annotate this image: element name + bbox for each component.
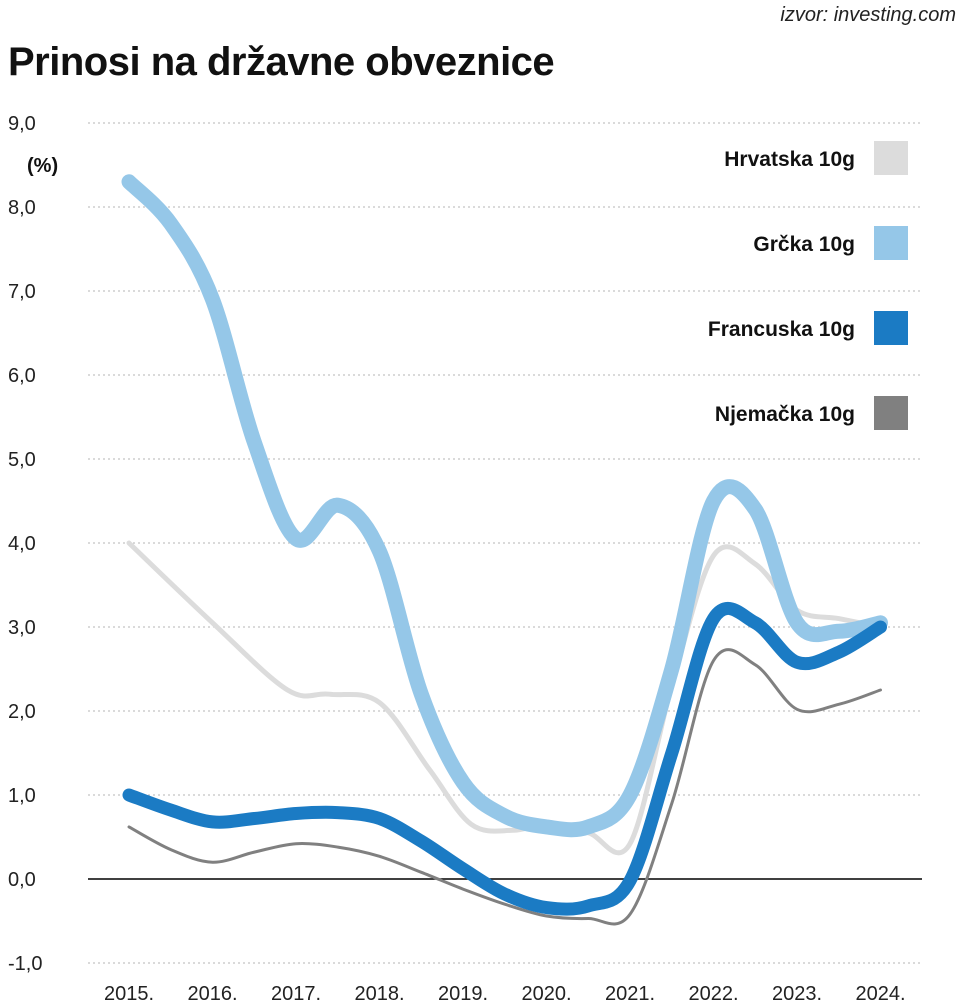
y-tick-label: 9,0 [8, 113, 36, 135]
legend-label-hrvatska: Hrvatska 10g [724, 148, 855, 171]
x-tick-label: 2017. [271, 983, 321, 1005]
x-tick-label: 2023. [772, 983, 822, 1005]
x-tick-label: 2019. [438, 983, 488, 1005]
x-tick-label: 2015. [104, 983, 154, 1005]
y-axis-ticks: -1,0 0,0 1,0 2,0 3,0 4,0 5,0 6,0 7,0 8,0 9,0 [8, 113, 42, 975]
legend-swatch-hrvatska [874, 141, 908, 175]
legend: Hrvatska 10g Grčka 10g Francuska 10g Njemač… [708, 141, 908, 430]
y-tick-label: 0,0 [8, 869, 36, 891]
series-lines [121, 174, 888, 926]
y-tick-label: 5,0 [8, 449, 36, 471]
y-tick-label: 8,0 [8, 197, 36, 219]
y-tick-label: 6,0 [8, 365, 36, 387]
series-line-francuska [122, 601, 887, 916]
y-tick-label: 2,0 [8, 701, 36, 723]
series-line-grcka [121, 174, 888, 838]
y-tick-label: 1,0 [8, 785, 36, 807]
x-tick-label: 2018. [354, 983, 404, 1005]
x-tick-label: 2022. [688, 983, 738, 1005]
y-tick-label: 4,0 [8, 533, 36, 555]
legend-label-njemacka: Njemačka 10g [715, 403, 855, 426]
legend-swatch-francuska [874, 311, 908, 345]
legend-label-francuska: Francuska 10g [708, 318, 855, 341]
series-line-hrvatska [126, 540, 883, 856]
x-axis-ticks: 2015. 2016. 2017. 2018. 2019. 2020. 2021. 2022.… [104, 983, 906, 1005]
source-credit: izvor: investing.com [780, 4, 956, 26]
y-tick-label: 3,0 [8, 617, 36, 639]
x-tick-label: 2024. [855, 983, 905, 1005]
gridlines [88, 122, 922, 964]
legend-label-grcka: Grčka 10g [753, 233, 855, 256]
x-tick-label: 2021. [605, 983, 655, 1005]
y-tick-label: -1,0 [8, 953, 42, 975]
chart-title: Prinosi na državne obveznice [8, 40, 555, 84]
x-tick-label: 2016. [187, 983, 237, 1005]
y-axis-unit-label: (%) [27, 155, 58, 177]
legend-swatch-njemacka [874, 396, 908, 430]
x-tick-label: 2020. [521, 983, 571, 1005]
y-tick-label: 7,0 [8, 281, 36, 303]
series-line-njemacka [127, 648, 882, 926]
legend-swatch-grcka [874, 226, 908, 260]
